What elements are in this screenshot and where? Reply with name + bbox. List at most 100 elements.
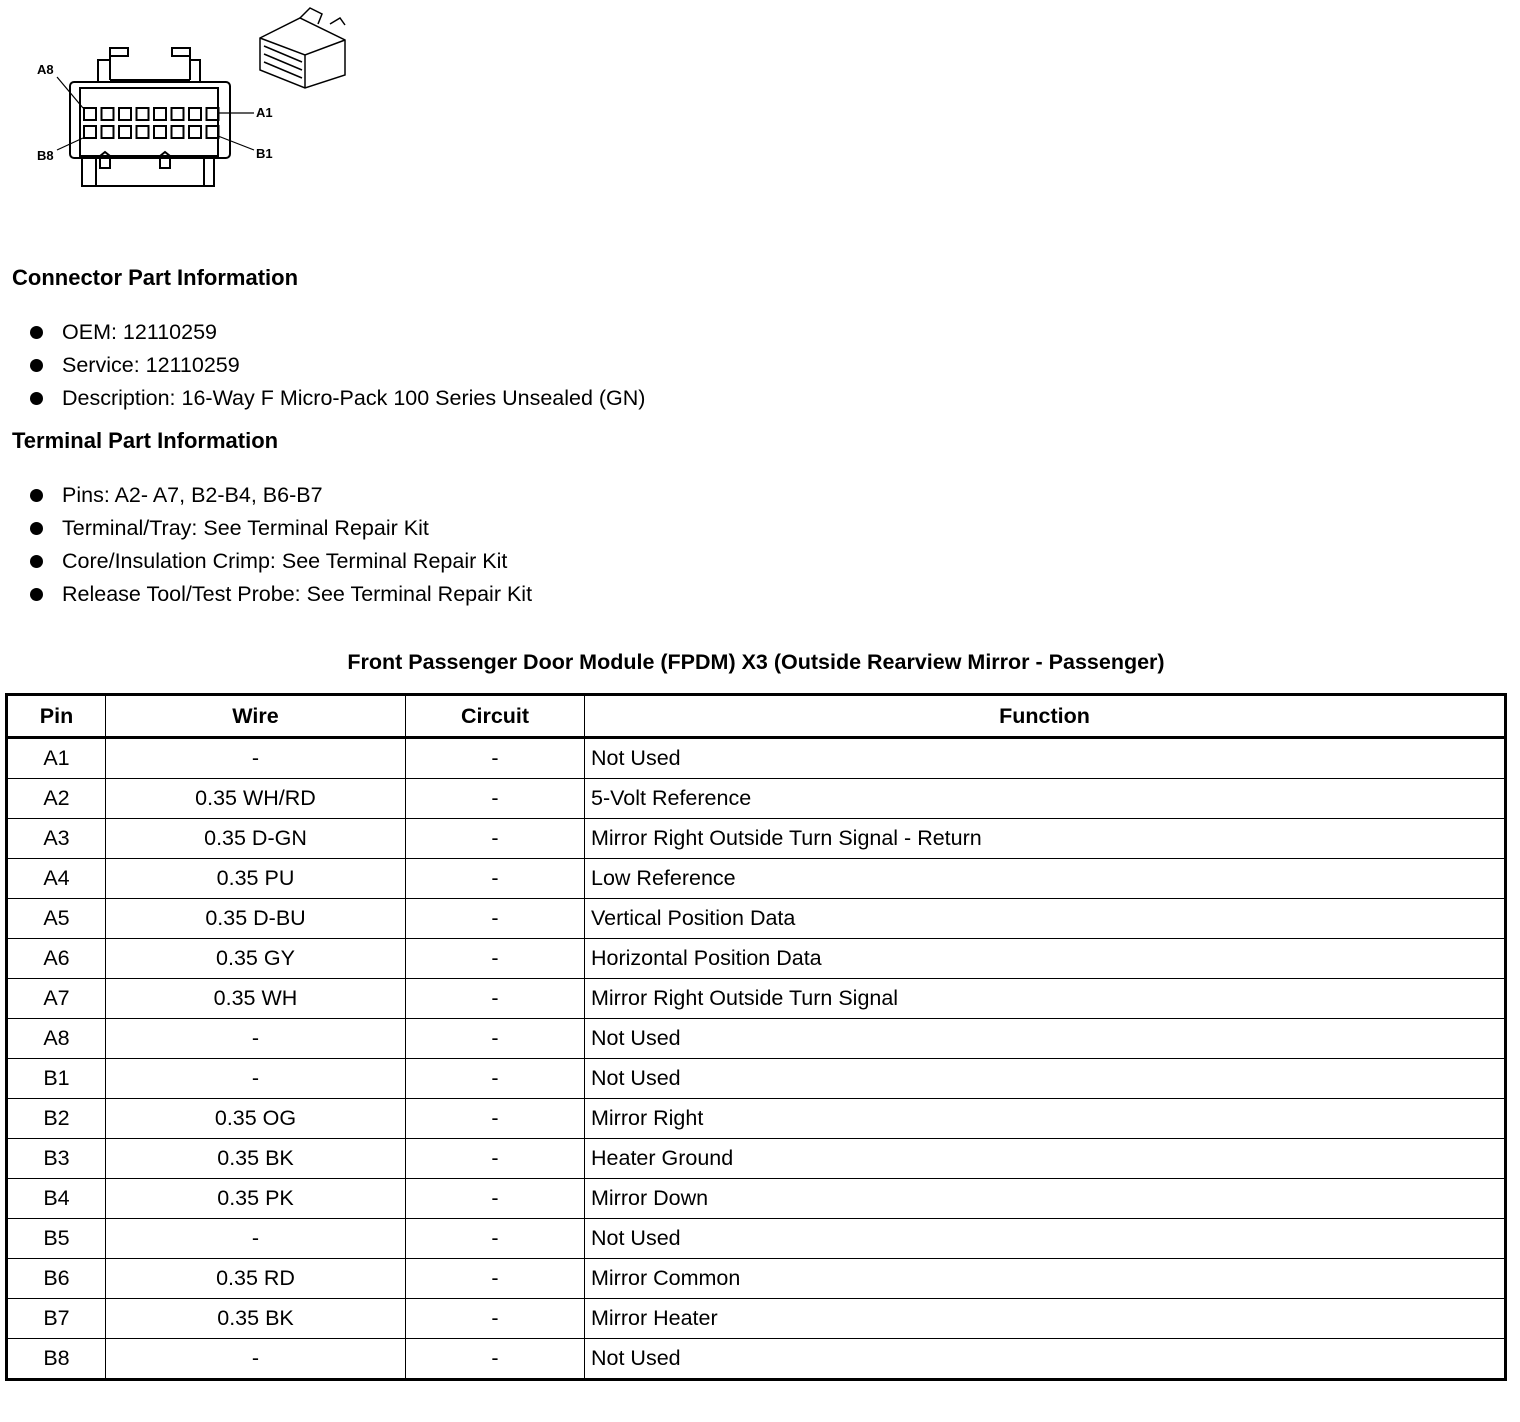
cell-wire: 0.35 WH/RD — [105, 778, 406, 819]
pin-cavity — [205, 107, 220, 121]
cell-wire: 0.35 WH — [105, 978, 406, 1019]
table-row: B3 0.35 BK - Heater Ground — [6, 1138, 1506, 1179]
cell-wire: 0.35 BK — [105, 1298, 406, 1339]
cell-pin: B8 — [6, 1338, 106, 1380]
cell-pin: A2 — [6, 778, 106, 819]
cell-wire: 0.35 GY — [105, 938, 406, 979]
cell-function: Not Used — [584, 1058, 1506, 1099]
cell-function: 5-Volt Reference — [584, 778, 1506, 819]
pin-cavity — [188, 125, 202, 139]
cell-circuit: - — [405, 858, 585, 899]
cell-circuit: - — [405, 1218, 585, 1259]
list-item: Service: 12110259 — [30, 349, 645, 382]
cell-function: Mirror Down — [584, 1178, 1506, 1219]
pin-cavity — [118, 107, 132, 121]
cell-circuit: - — [405, 898, 585, 939]
list-item: Pins: A2- A7, B2-B4, B6-B7 — [30, 479, 532, 512]
pin-cavity — [83, 125, 97, 139]
table-title: Front Passenger Door Module (FPDM) X3 (O… — [347, 650, 1165, 674]
list-item: Description: 16-Way F Micro-Pack 100 Ser… — [30, 382, 645, 415]
cell-circuit: - — [405, 1058, 585, 1099]
list-item: OEM: 12110259 — [30, 316, 645, 349]
cell-wire: - — [105, 1058, 406, 1099]
cell-pin: A1 — [6, 737, 106, 779]
table-row: A5 0.35 D-BU - Vertical Position Data — [6, 898, 1506, 939]
cell-pin: B2 — [6, 1098, 106, 1139]
cell-pin: A4 — [6, 858, 106, 899]
table-row: B2 0.35 OG - Mirror Right — [6, 1098, 1506, 1139]
label-a8: A8 — [37, 62, 54, 77]
pin-cavity — [135, 107, 150, 121]
label-a1: A1 — [256, 105, 273, 120]
pin-cavities — [83, 107, 220, 139]
pin-leaders — [56, 76, 255, 151]
cell-function: Not Used — [584, 1218, 1506, 1259]
cell-circuit: - — [405, 938, 585, 979]
cell-circuit: - — [405, 737, 585, 779]
cell-pin: B4 — [6, 1178, 106, 1219]
cell-circuit: - — [405, 818, 585, 859]
connector-info-heading: Connector Part Information — [12, 265, 299, 290]
cell-function: Not Used — [584, 737, 1506, 779]
table-row: A4 0.35 PU - Low Reference — [6, 858, 1506, 899]
cell-pin: A7 — [6, 978, 106, 1019]
pin-cavity — [170, 107, 185, 121]
connector-3d-view — [259, 7, 346, 89]
pin-cavity — [205, 125, 220, 139]
terminal-info-heading: Terminal Part Information — [12, 428, 279, 453]
cell-function: Low Reference — [584, 858, 1506, 899]
pin-cavity — [100, 125, 115, 139]
cell-circuit: - — [405, 1138, 585, 1179]
cell-wire: 0.35 OG — [105, 1098, 406, 1139]
cell-function: Vertical Position Data — [584, 898, 1506, 939]
pin-cavity — [135, 125, 150, 139]
pin-cavity — [83, 107, 97, 121]
cell-wire: - — [105, 1018, 406, 1059]
cell-pin: B3 — [6, 1138, 106, 1179]
table-row: A6 0.35 GY - Horizontal Position Data — [6, 938, 1506, 979]
cell-circuit: - — [405, 978, 585, 1019]
cell-wire: 0.35 RD — [105, 1258, 406, 1299]
cell-function: Mirror Right — [584, 1098, 1506, 1139]
cell-pin: B6 — [6, 1258, 106, 1299]
cell-pin: B7 — [6, 1298, 106, 1339]
table-row: B8- - Not Used — [6, 1338, 1506, 1380]
cell-circuit: - — [405, 1018, 585, 1059]
table-header-row: Pin Wire Circuit Function — [6, 694, 1506, 739]
pin-cavity — [188, 107, 202, 121]
table-row: A1- - Not Used — [6, 737, 1506, 779]
pin-cavity — [153, 125, 167, 139]
cell-circuit: - — [405, 778, 585, 819]
table-row: B7 0.35 BK - Mirror Heater — [6, 1298, 1506, 1339]
cell-function: Mirror Heater — [584, 1298, 1506, 1339]
cell-function: Mirror Common — [584, 1258, 1506, 1299]
cell-wire: 0.35 PU — [105, 858, 406, 899]
list-item: Core/Insulation Crimp: See Terminal Repa… — [30, 545, 532, 578]
table-row: B6 0.35 RD - Mirror Common — [6, 1258, 1506, 1299]
header-pin: Pin — [6, 694, 106, 739]
connector-diagram: A8 A1 B8 B1 — [37, 7, 346, 187]
pinout-table: Pin Wire Circuit Function A1- - Not Used A2… — [5, 693, 1507, 1381]
cell-wire: 0.35 D-BU — [105, 898, 406, 939]
cell-function: Not Used — [584, 1338, 1506, 1380]
connector-face — [69, 47, 231, 187]
cell-wire: 0.35 D-GN — [105, 818, 406, 859]
cell-circuit: - — [405, 1098, 585, 1139]
cell-function: Mirror Right Outside Turn Signal — [584, 978, 1506, 1019]
cell-circuit: - — [405, 1298, 585, 1339]
cell-function: Horizontal Position Data — [584, 938, 1506, 979]
list-item: Terminal/Tray: See Terminal Repair Kit — [30, 512, 532, 545]
header-function: Function — [584, 694, 1506, 739]
pin-cavity — [118, 125, 132, 139]
label-b1: B1 — [256, 146, 273, 161]
table-row: A2 0.35 WH/RD -5-Volt Reference — [6, 778, 1506, 819]
header-circuit: Circuit — [405, 694, 585, 739]
cell-pin: A6 — [6, 938, 106, 979]
cell-circuit: - — [405, 1338, 585, 1380]
pin-cavity — [170, 125, 185, 139]
table-row: A3 0.35 D-GN - Mirror Right Outside Turn Si… — [6, 818, 1506, 859]
cell-pin: B1 — [6, 1058, 106, 1099]
cell-pin: B5 — [6, 1218, 106, 1259]
header-wire: Wire — [105, 694, 406, 739]
cell-circuit: - — [405, 1258, 585, 1299]
